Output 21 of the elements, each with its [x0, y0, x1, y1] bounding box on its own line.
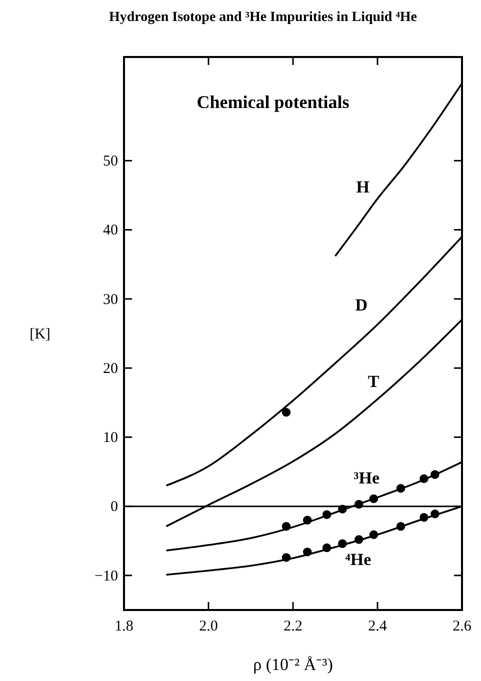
- x-tick-label: 2.0: [199, 618, 218, 635]
- x-tick-label: 2.4: [368, 618, 388, 635]
- x-axis-title: ρ (10⁻² Å⁻³): [253, 655, 333, 674]
- chart-title: Hydrogen Isotope and ³He Impurities in Liquid ⁴He: [108, 10, 418, 25]
- y-tick-label: 30: [103, 292, 118, 308]
- y-tick-label: 20: [103, 360, 118, 377]
- y-tick-label: 50: [103, 153, 118, 170]
- series-label: ³He: [354, 468, 380, 488]
- y-tick-label: 10: [103, 430, 118, 446]
- y-tick-label: −10: [94, 568, 118, 584]
- y-tick-label: 0: [110, 499, 118, 516]
- series-label: T: [368, 372, 380, 392]
- x-tick-label: 1.8: [114, 618, 134, 635]
- series-label: ⁴He: [345, 550, 372, 570]
- annotation: Chemical potentials: [196, 92, 350, 112]
- series-label: H: [356, 178, 370, 197]
- x-tick-label: 2.2: [284, 618, 302, 635]
- y-tick-label: 40: [103, 222, 118, 239]
- x-tick-label: 2.6: [452, 618, 472, 635]
- series-label: D: [355, 296, 368, 315]
- y-axis-title: [K]: [30, 326, 50, 342]
